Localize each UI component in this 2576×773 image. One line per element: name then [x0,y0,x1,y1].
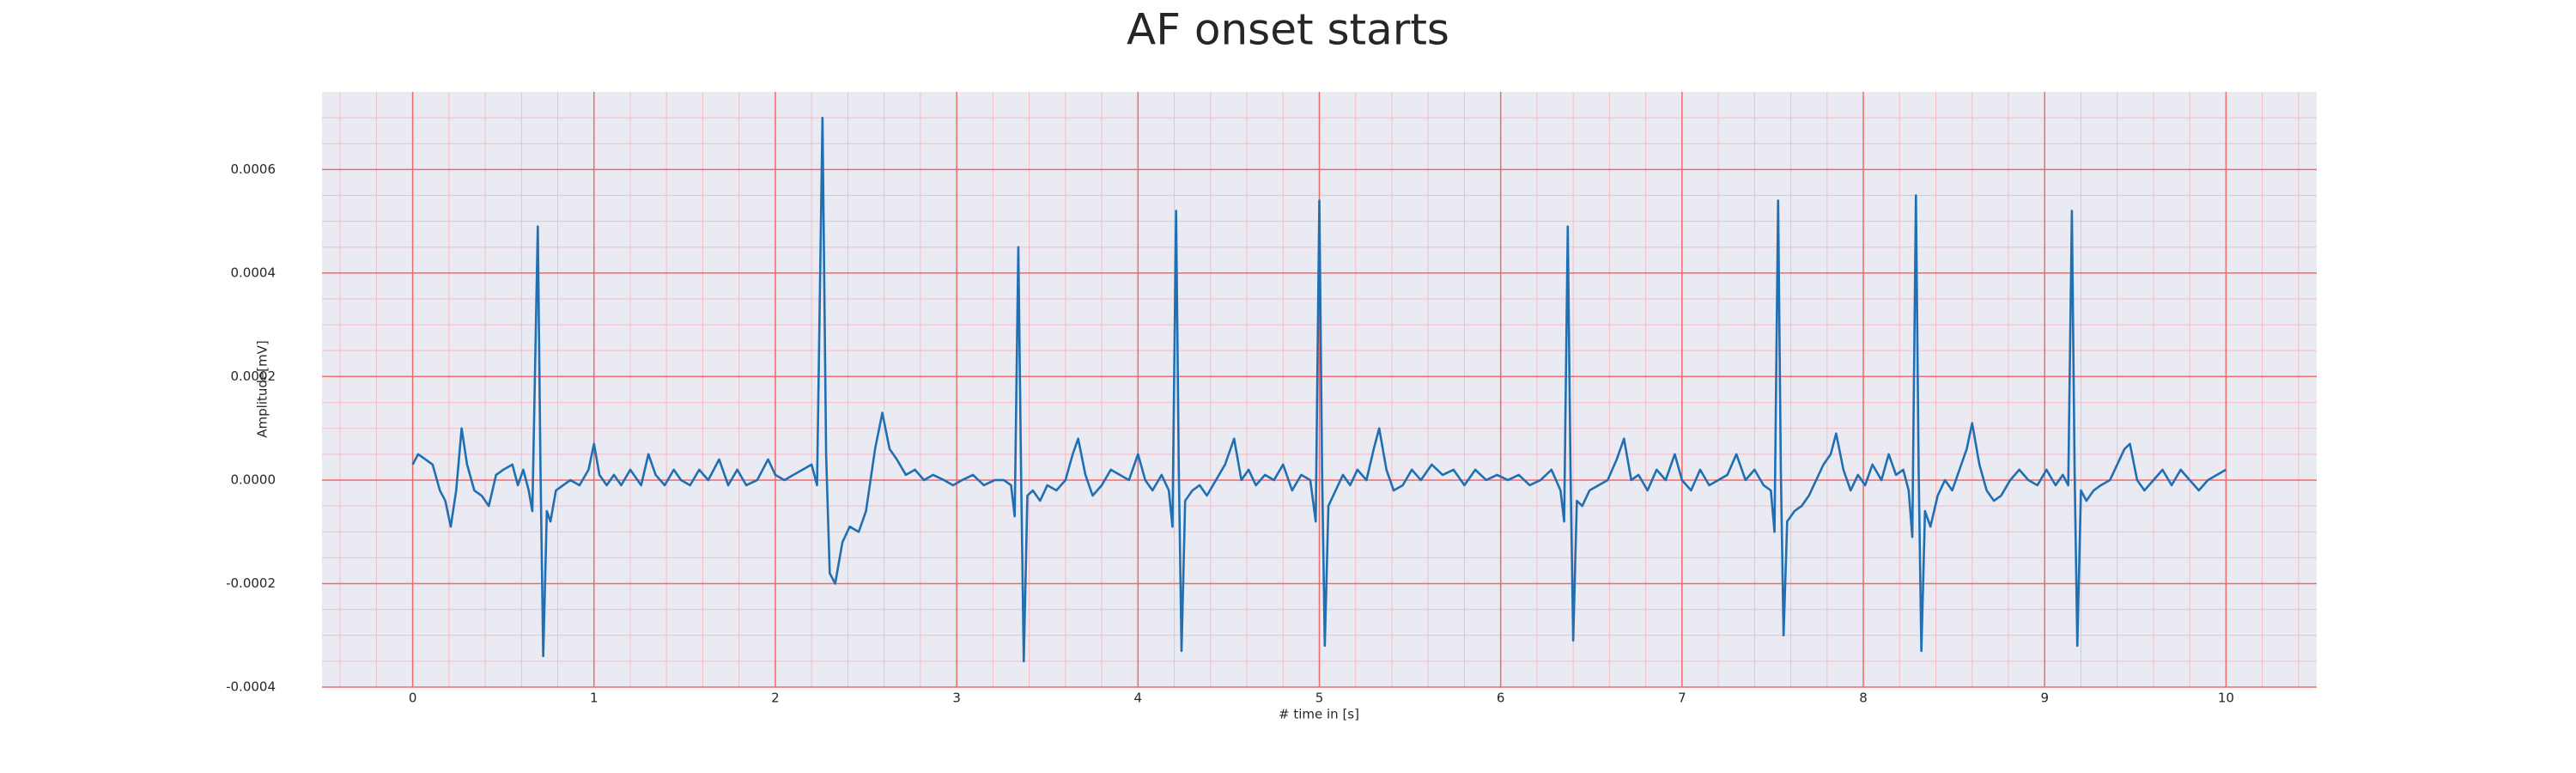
x-tick-label: 6 [1497,691,1505,706]
y-tick-label: 0.0002 [231,368,276,384]
chart-title: AF onset starts [1127,5,1449,55]
y-tick-label: 0.0000 [231,472,276,487]
x-tick-label: 1 [590,691,598,706]
x-tick-label: 2 [771,691,780,706]
x-tick-label: 7 [1678,691,1686,706]
x-tick-label: 10 [2218,691,2234,706]
x-tick-label: 5 [1315,691,1324,706]
x-axis-label: # time in [s] [1279,707,1359,722]
tick-labels: 0 1 2 3 4 5 6 7 8 9 10 -0.0004 -0.0002 0.0000 0.0002 0.… [226,161,2234,706]
signal-line [411,116,2227,663]
x-tick-label: 9 [2040,691,2049,706]
x-tick-label: 0 [409,691,417,706]
y-tick-label: -0.0004 [226,679,276,695]
y-tick-label: 0.0006 [231,161,276,177]
y-axis-label: Amplitude[mV] [255,340,270,437]
x-tick-label: 3 [952,691,961,706]
y-tick-label: 0.0004 [231,265,276,280]
series [411,116,2227,663]
x-tick-label: 4 [1134,691,1143,706]
x-tick-label: 8 [1859,691,1868,706]
y-tick-label: -0.0002 [226,575,276,591]
